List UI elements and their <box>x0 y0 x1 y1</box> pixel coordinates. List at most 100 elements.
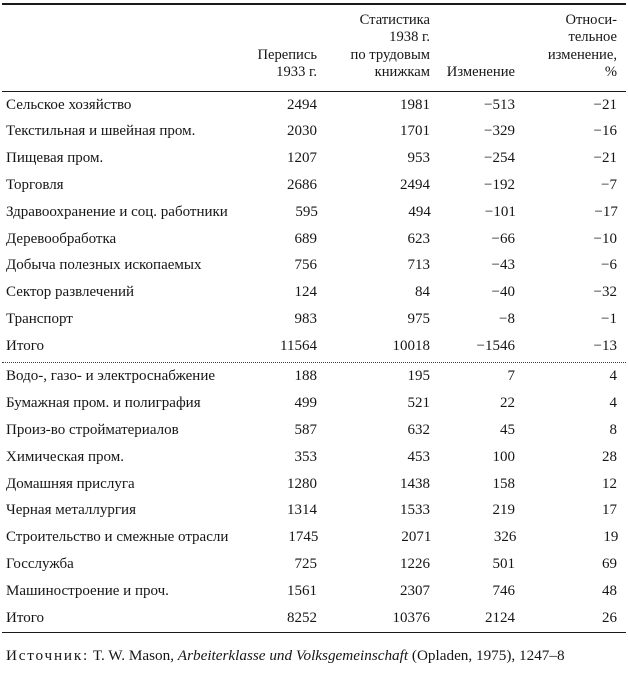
row-label: Произ-во стройматериалов <box>6 422 179 439</box>
row-label: Деревообработка <box>6 230 117 247</box>
stats-1938-value: 2071 <box>401 529 432 546</box>
stats-1938-value: 84 <box>415 284 430 301</box>
table-row: Текстильная и швейная пром. 2030 1701 −3… <box>2 118 626 145</box>
header-census-1933: Перепись 1933 г. <box>257 46 317 81</box>
change-value: −8 <box>499 310 515 327</box>
table-row: Здравоохранение и соц. работники 595 494… <box>2 199 626 226</box>
table-row: Торговля 2686 2494 −192 −7 <box>2 172 626 199</box>
table-row: Сельское хозяйство 2494 1981 −513 −21 <box>2 92 626 119</box>
table-row-total: Итого 11564 10018 −1546 −13 <box>2 333 626 360</box>
change-value: 158 <box>492 475 516 492</box>
census-1933-value: 725 <box>294 556 318 573</box>
table-row: Транспорт 983 975 −8 −1 <box>2 306 626 333</box>
change-value: −101 <box>484 203 516 220</box>
row-label: Строительство и смежные отрасли <box>6 529 229 546</box>
table-row: Домашняя прислуга 1280 1438 158 12 <box>2 471 626 498</box>
relative-change-value: −13 <box>593 337 617 354</box>
relative-change-value: −32 <box>593 284 617 301</box>
row-label: Бумажная пром. и полиграфия <box>6 395 201 412</box>
stats-1938-value: 494 <box>408 203 431 220</box>
change-value: 219 <box>492 502 516 519</box>
census-1933-value: 587 <box>294 422 318 439</box>
census-1933-value: 2030 <box>287 123 317 140</box>
change-value: 746 <box>492 582 516 599</box>
stats-1938-value: 195 <box>407 368 431 385</box>
stats-1938-value: 623 <box>407 230 431 247</box>
table-section-growing: Водо-, газо- и электроснабжение 188 195 … <box>2 364 626 632</box>
stats-1938-value: 975 <box>407 310 431 327</box>
row-label: Итого <box>6 337 44 354</box>
census-1933-value: 1561 <box>287 582 317 599</box>
stats-1938-value: 2494 <box>400 176 430 193</box>
table-row: Водо-, газо- и электроснабжение 188 195 … <box>2 364 626 391</box>
stats-1938-value: 521 <box>407 395 431 412</box>
table-header: Перепись 1933 г. Статистика 1938 г. по т… <box>2 5 626 91</box>
row-label: Сельское хозяйство <box>6 96 132 113</box>
row-label: Домашняя прислуга <box>6 475 135 492</box>
census-1933-value: 353 <box>294 448 318 465</box>
change-value: 100 <box>492 448 516 465</box>
census-1933-value: 499 <box>294 395 318 412</box>
table-row: Черная металлургия 1314 1533 219 17 <box>2 498 626 525</box>
change-value: −43 <box>491 257 515 274</box>
table-row: Сектор развлечений 124 84 −40 −32 <box>2 279 626 306</box>
source-note: Источник: T. W. Mason, Arbeiterklasse un… <box>2 646 626 667</box>
census-1933-value: 756 <box>294 257 318 274</box>
header-stats-1938: Статистика 1938 г. по трудовым книжкам <box>350 12 430 81</box>
header-change: Изменение <box>446 64 515 81</box>
census-1933-value: 689 <box>294 230 318 247</box>
change-value: 2124 <box>485 609 515 626</box>
census-1933-value: 8252 <box>287 609 317 626</box>
census-1933-value: 595 <box>295 203 318 220</box>
change-value: 501 <box>492 556 516 573</box>
relative-change-value: 12 <box>602 475 617 492</box>
relative-change-value: 26 <box>602 609 617 626</box>
table-bottom-rule <box>2 631 626 633</box>
relative-change-value: 48 <box>602 582 617 599</box>
stats-1938-value: 1981 <box>400 96 430 113</box>
census-1933-value: 11564 <box>280 337 317 354</box>
change-value: −254 <box>484 150 515 167</box>
table-row: Госслужба 725 1226 501 69 <box>2 551 626 578</box>
stats-1938-value: 632 <box>407 422 431 439</box>
row-label: Здравоохранение и соц. работники <box>6 203 228 220</box>
table-row: Пищевая пром. 1207 953 −254 −21 <box>2 145 626 172</box>
relative-change-value: −7 <box>601 176 617 193</box>
relative-change-value: −1 <box>601 310 617 327</box>
relative-change-value: 8 <box>609 422 618 439</box>
row-label: Госслужба <box>6 556 74 573</box>
table-top-rule <box>2 3 626 5</box>
table-row: Бумажная пром. и полиграфия 499 521 22 4 <box>2 390 626 417</box>
row-label: Химическая пром. <box>6 448 124 465</box>
table-row: Химическая пром. 353 453 100 28 <box>2 444 626 471</box>
relative-change-value: −21 <box>593 96 617 113</box>
source-author: T. W. Mason, <box>92 646 174 664</box>
change-value: −66 <box>491 230 515 247</box>
table-row: Строительство и смежные отрасли 1745 207… <box>2 524 626 551</box>
change-value: 7 <box>507 368 516 385</box>
relative-change-value: 69 <box>602 556 617 573</box>
stats-1938-value: 2307 <box>400 582 430 599</box>
change-value: 326 <box>493 529 517 546</box>
row-label: Торговля <box>6 176 64 193</box>
header-bottom-rule <box>2 90 626 92</box>
census-1933-value: 1207 <box>287 150 317 167</box>
relative-change-value: −16 <box>593 123 617 140</box>
source-label: Источник: <box>6 646 90 664</box>
table-row: Машиностроение и проч. 1561 2307 746 48 <box>2 578 626 605</box>
relative-change-value: −6 <box>601 257 617 274</box>
row-label: Сектор развлечений <box>6 284 135 301</box>
stats-1938-value: 713 <box>407 257 431 274</box>
census-1933-value: 983 <box>294 310 318 327</box>
relative-change-value: −17 <box>594 203 618 220</box>
census-1933-value: 2494 <box>287 96 317 113</box>
stats-1938-value: 10018 <box>392 337 431 354</box>
relative-change-value: 4 <box>609 395 618 412</box>
table-section-declining: Сельское хозяйство 2494 1981 −513 −21 Те… <box>2 92 626 360</box>
relative-change-value: 17 <box>602 502 617 519</box>
change-value: −1546 <box>476 337 515 354</box>
row-label: Текстильная и швейная пром. <box>6 123 196 140</box>
census-1933-value: 124 <box>294 284 318 301</box>
section-divider-dotted-rule <box>2 361 626 363</box>
